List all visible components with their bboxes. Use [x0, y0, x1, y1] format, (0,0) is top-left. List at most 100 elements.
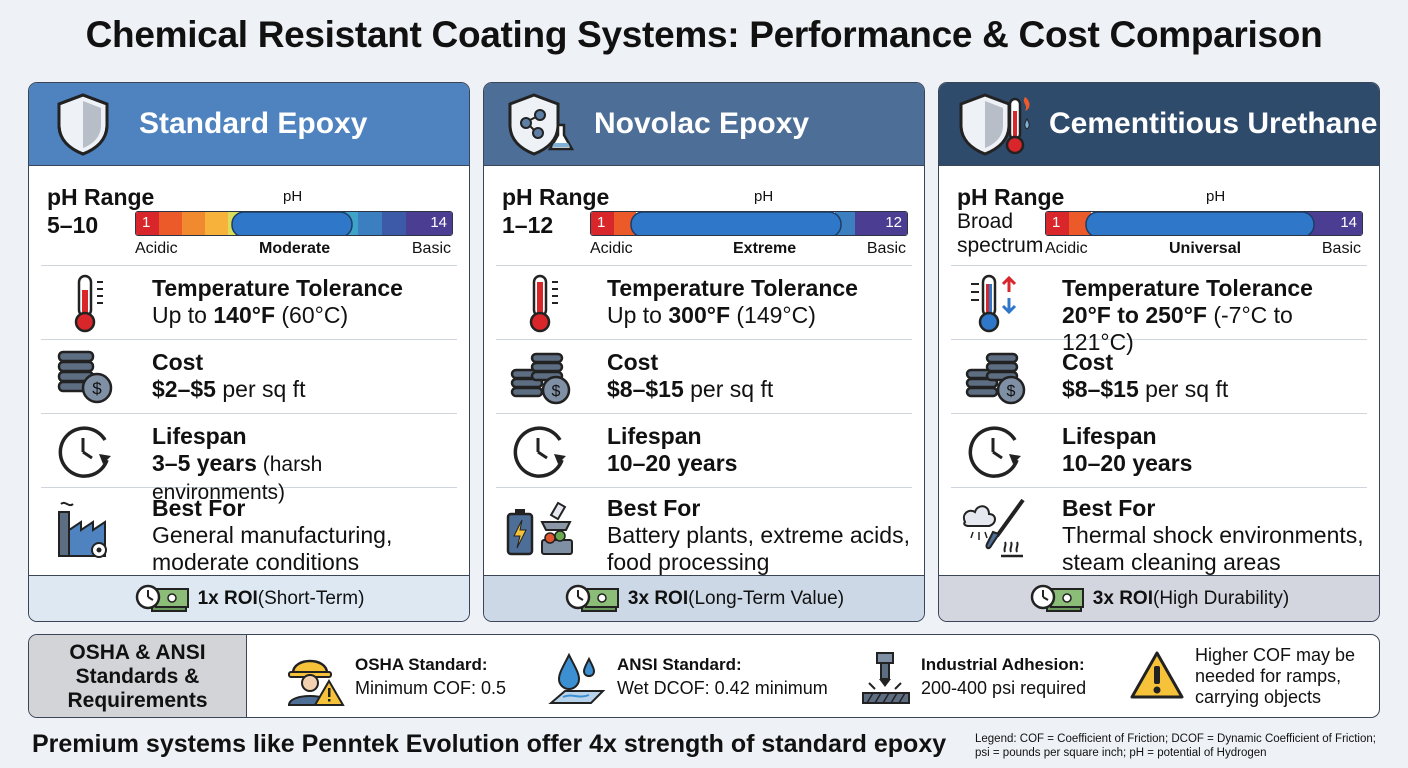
ph-mid-label: Universal — [1169, 240, 1242, 257]
osha-head: OSHA Standard: — [355, 655, 488, 674]
standards-title-line-1: OSHA & ANSI — [69, 641, 206, 664]
ph-scale-bar: 1 14 — [1045, 211, 1363, 236]
industrial-adhesion: Industrial Adhesion: 200-400 psi require… — [857, 635, 1097, 717]
cost-row: $ Cost $8–$15 per sq ft — [496, 340, 912, 414]
coins-icon: $ — [965, 352, 1026, 405]
card-header: Cementitious Urethane — [939, 83, 1379, 166]
best-for-line-2: moderate conditions — [152, 549, 360, 575]
legend-line-1: Legend: COF = Coefficient of Friction; D… — [975, 733, 1376, 745]
lifespan-value: 10–20 years — [607, 450, 738, 476]
page-title: Chemical Resistant Coating Systems: Perf… — [85, 14, 1323, 55]
temperature-pre: Up to — [152, 302, 214, 328]
svg-text:$: $ — [552, 383, 561, 400]
best-for-line-1: Thermal shock environments, — [1062, 522, 1364, 548]
money-clock-icon — [565, 584, 619, 612]
ph-value: 1–12 — [502, 212, 554, 238]
standards-panel: OSHA & ANSI Standards & Requirements OSH… — [28, 634, 1380, 718]
card-header: Novolac Epoxy — [484, 83, 924, 166]
temperature-head: Temperature Tolerance — [152, 275, 403, 301]
cof-note-line-2: needed for ramps, — [1195, 666, 1342, 686]
svg-text:$: $ — [92, 379, 102, 398]
ph-label: pH Range — [502, 184, 610, 210]
lifespan-row: Lifespan 10–20 years — [951, 414, 1367, 488]
temperature-post: (149°C) — [730, 302, 816, 328]
money-clock-icon — [135, 584, 189, 612]
lifespan-row: Lifespan 3–5 years (harsh environments) — [41, 414, 457, 504]
thermometer-updown-icon — [971, 274, 1017, 333]
cof-note-line-3: carrying objects — [1195, 687, 1322, 707]
cost-value: $2–$5 — [152, 376, 216, 402]
ph-high-label: Basic — [866, 240, 906, 257]
ph-row: pH Range 1–12 pH 1 12 Acidic Extreme Bas… — [496, 170, 912, 266]
ph-max: 14 — [1340, 214, 1357, 231]
ph-low-label: Acidic — [135, 240, 178, 257]
ph-caption: pH — [754, 188, 774, 205]
osha-standard: OSHA Standard: Minimum COF: 0.5 — [283, 635, 523, 717]
ph-value: 5–10 — [47, 212, 99, 238]
temperature-row: Temperature Tolerance Up to 140°F (60°C) — [41, 266, 457, 340]
roi-post: (Short-Term) — [257, 587, 365, 609]
best-for-head: Best For — [1062, 495, 1156, 521]
ph-label: pH Range — [957, 184, 1065, 210]
best-for-head: Best For — [607, 495, 701, 521]
thermometer-icon — [74, 274, 103, 333]
roi-footer: 3x ROI (High Durability) — [939, 575, 1379, 621]
temperature-value: 300°F — [668, 302, 730, 328]
adhesion-head: Industrial Adhesion: — [921, 655, 1085, 674]
cost-row: $ Cost $2–$5 per sq ft — [41, 340, 457, 414]
best-for-line-2: food processing — [607, 549, 770, 575]
lifespan-post: (harsh environments) — [152, 453, 323, 504]
lifespan-value: 10–20 years — [1062, 450, 1193, 476]
cost-post: per sq ft — [683, 376, 774, 402]
cost-head: Cost — [152, 349, 204, 375]
legend: Legend: COF = Coefficient of Friction; D… — [975, 732, 1385, 760]
cost-post: per sq ft — [215, 376, 306, 402]
temperature-post: (-7°C to 121°C) — [1062, 302, 1293, 355]
best-for-line-1: Battery plants, extreme acids, — [607, 522, 910, 548]
best-for-line-1: General manufacturing, — [152, 522, 393, 548]
best-for-head: Best For — [152, 495, 246, 521]
thermometer-icon — [529, 274, 558, 333]
clock-icon — [968, 426, 1021, 478]
card-novolac-epoxy: Novolac Epoxy pH Range 1–12 pH 1 12 Acid… — [483, 82, 925, 622]
adhesion-sub: 200-400 psi required — [921, 678, 1087, 698]
cost-value: $8–$15 — [1062, 376, 1139, 402]
cof-note: Higher COF may be needed for ramps, carr… — [1195, 645, 1355, 708]
ansi-sub: Wet DCOF: 0.42 minimum — [617, 678, 828, 698]
ph-min: 1 — [142, 214, 151, 231]
ph-high-label: Basic — [1321, 240, 1361, 257]
cost-head: Cost — [1062, 349, 1114, 375]
osha-sub: Minimum COF: 0.5 — [355, 678, 507, 698]
footer-statement: Premium systems like Penntek Evolution o… — [32, 730, 947, 758]
roi-footer: 3x ROI (Long-Term Value) — [484, 575, 924, 621]
temperature-post: (60°C) — [275, 302, 349, 328]
lifespan-value: 3–5 years — [152, 450, 257, 476]
temperature-value: 20°F to 250°F — [1062, 302, 1207, 328]
ph-min: 1 — [597, 214, 606, 231]
steam-cleaning-icon — [963, 498, 1025, 558]
ph-scale-bar: 1 12 — [590, 211, 908, 236]
ph-row: pH Range Broad spectrum pH 1 14 Acidic U… — [951, 170, 1367, 266]
cost-head: Cost — [607, 349, 659, 375]
ansi-head: ANSI Standard: — [617, 655, 742, 674]
ph-low-label: Acidic — [590, 240, 633, 257]
roi-value: 3x ROI — [627, 587, 689, 609]
money-clock-icon — [1030, 584, 1084, 612]
temperature-row: Temperature Tolerance Up to 300°F (149°C… — [496, 266, 912, 340]
cost-post: per sq ft — [1138, 376, 1229, 402]
temperature-value: 140°F — [213, 302, 275, 328]
temperature-head: Temperature Tolerance — [607, 275, 858, 301]
cof-note-line-1: Higher COF may be — [1195, 645, 1356, 665]
svg-text:$: $ — [1007, 383, 1016, 400]
factory-icon — [58, 501, 107, 558]
legend-line-2: psi = pounds per square inch; pH = poten… — [975, 747, 1267, 759]
lifespan-row: Lifespan 10–20 years — [496, 414, 912, 488]
ph-max: 12 — [885, 214, 902, 231]
ph-value: Broad spectrum — [957, 210, 1044, 257]
warning-icon — [1130, 651, 1184, 699]
card-title: Novolac Epoxy — [594, 107, 810, 140]
ph-mid-label: Extreme — [733, 240, 797, 257]
thermal-shield-icon — [959, 93, 1030, 156]
standards-title-line-2: Standards & — [75, 665, 200, 688]
cost-value: $8–$15 — [607, 376, 684, 402]
